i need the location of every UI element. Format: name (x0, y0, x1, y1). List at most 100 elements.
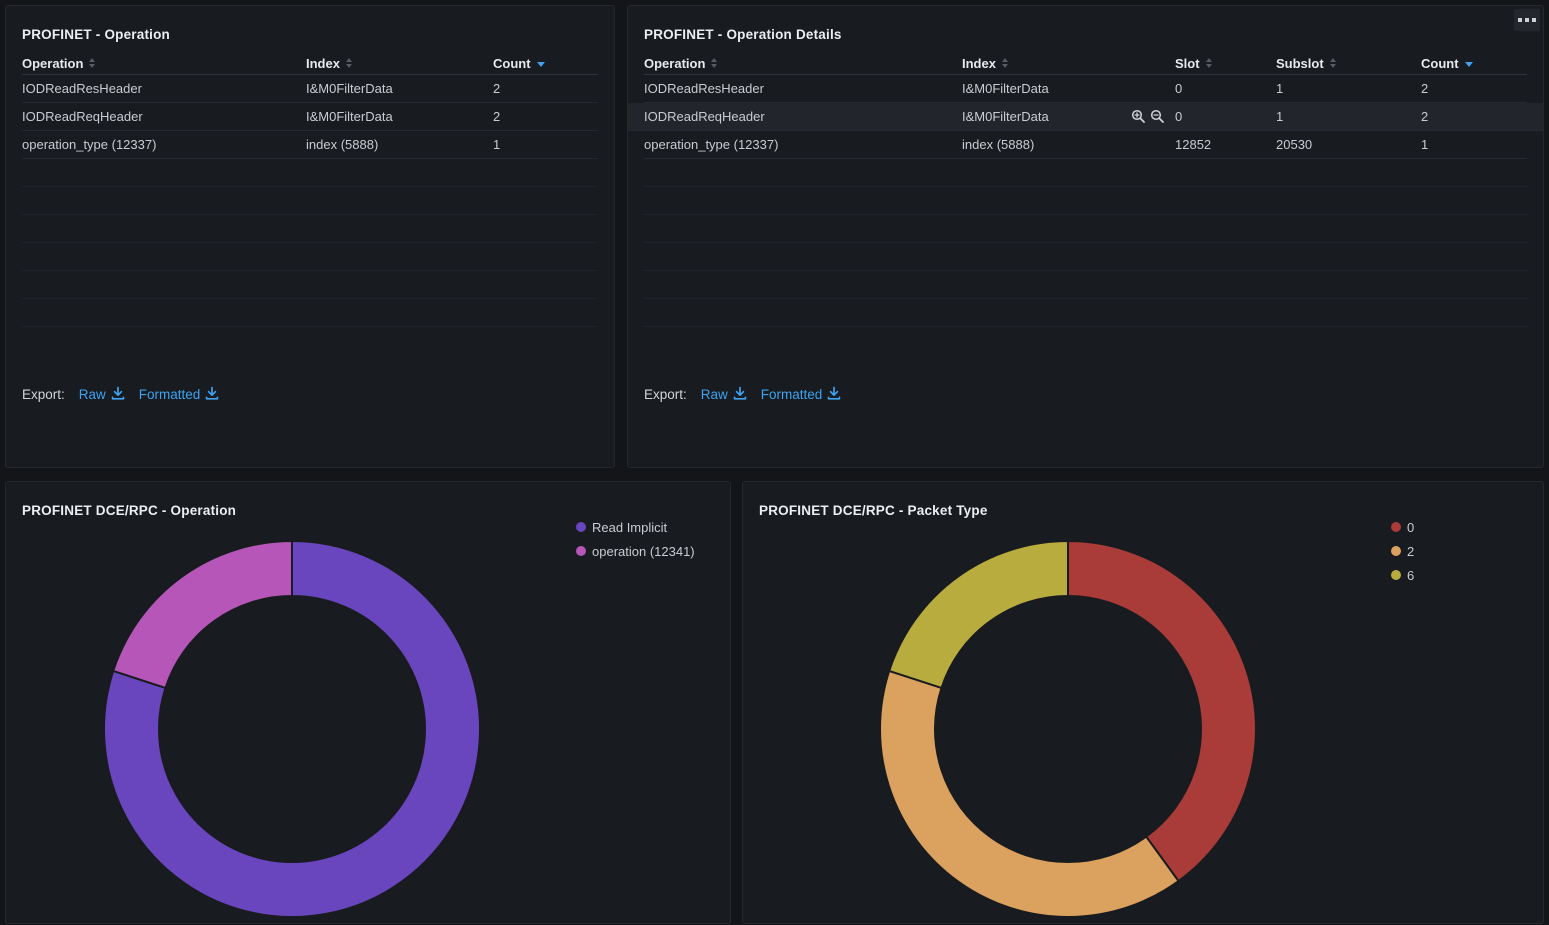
empty-table-row (644, 299, 1527, 327)
legend-item[interactable]: Read Implicit (576, 518, 695, 536)
export-label: Export: (22, 387, 65, 402)
table-cell: 12852 (1175, 137, 1276, 152)
table-cell: 2 (493, 81, 598, 96)
table-cell: I&M0FilterData (306, 109, 493, 124)
export-raw-link[interactable]: Raw (79, 386, 125, 403)
table-cell: 1 (1276, 109, 1421, 124)
legend-color-dot (576, 522, 586, 532)
chart-legend: 0 2 6 (1391, 518, 1414, 584)
download-icon (111, 386, 125, 403)
panel-title: PROFINET - Operation (22, 27, 170, 42)
empty-table-row (22, 243, 598, 271)
column-header-subslot[interactable]: Subslot (1276, 56, 1421, 71)
panel-menu-icon (1518, 18, 1522, 22)
export-raw-link[interactable]: Raw (701, 386, 747, 403)
table-cell: 1 (1276, 81, 1421, 96)
empty-table-row (22, 271, 598, 299)
table-body: IODReadResHeaderI&M0FilterData012IODRead… (644, 75, 1527, 327)
panel-title: PROFINET - Operation Details (644, 27, 842, 42)
download-icon (827, 386, 841, 403)
donut-segment-operation-12341-[interactable] (113, 541, 292, 688)
table-cell: index (5888) (306, 137, 493, 152)
panel-profinet-operation: PROFINET - Operation OperationIndex Count… (5, 5, 615, 468)
legend-item[interactable]: 0 (1391, 518, 1414, 536)
table-cell: 1 (1421, 137, 1527, 152)
table-cell: 2 (493, 109, 598, 124)
empty-table-row (22, 215, 598, 243)
table-row[interactable]: IODReadReqHeaderI&M0FilterData2 (22, 103, 598, 131)
table-header-row: OperationIndex SlotSubslotCount (644, 52, 1527, 75)
export-formatted-link[interactable]: Formatted (139, 386, 220, 403)
column-label: Count (493, 56, 531, 71)
column-label: Index (306, 56, 340, 71)
table-cell: 0 (1175, 81, 1276, 96)
table-body: IODReadResHeaderI&M0FilterData2IODReadRe… (22, 75, 598, 327)
donut-segment-0[interactable] (1068, 541, 1256, 881)
legend-item[interactable]: 6 (1391, 566, 1414, 584)
panel-menu-icon (1532, 18, 1536, 22)
legend-color-dot (576, 546, 586, 556)
table-cell: I&M0FilterData (306, 81, 493, 96)
column-header-slot[interactable]: Slot (1175, 56, 1276, 71)
chart-legend: Read Implicit operation (12341) (576, 518, 695, 560)
table-cell: IODReadResHeader (644, 81, 962, 96)
table-cell: 20530 (1276, 137, 1421, 152)
column-header-count[interactable]: Count (493, 56, 598, 71)
donut-chart-packet-type (743, 482, 1545, 925)
sort-desc-icon (537, 62, 545, 67)
panel-profinet-operation-details: PROFINET - Operation Details OperationIn… (627, 5, 1544, 468)
sort-carets-icon (1002, 58, 1008, 68)
legend-item[interactable]: 2 (1391, 542, 1414, 560)
table-cell: IODReadReqHeader (644, 109, 962, 124)
legend-item[interactable]: operation (12341) (576, 542, 695, 560)
legend-color-dot (1391, 546, 1401, 556)
sort-desc-icon (1465, 62, 1473, 67)
table-cell: index (5888) (962, 137, 1175, 152)
column-header-count[interactable]: Count (1421, 56, 1527, 71)
column-header-operation[interactable]: Operation (22, 56, 306, 71)
empty-table-row (22, 187, 598, 215)
panel-dcerpc-packet-type: PROFINET DCE/RPC - Packet Type 026 (742, 481, 1544, 924)
export-bar: Export: Raw Formatted (22, 386, 219, 403)
table-row[interactable]: IODReadResHeaderI&M0FilterData2 (22, 75, 598, 103)
export-label: Export: (644, 387, 687, 402)
legend-label: operation (12341) (592, 544, 695, 559)
column-label: Index (962, 56, 996, 71)
table-cell: IODReadResHeader (22, 81, 306, 96)
panel-menu-button[interactable] (1514, 9, 1540, 31)
download-icon (205, 386, 219, 403)
download-icon (733, 386, 747, 403)
legend-label: 0 (1407, 520, 1414, 535)
table-cell: 0 (1175, 109, 1276, 124)
table-cell: 2 (1421, 109, 1527, 124)
legend-label: 6 (1407, 568, 1414, 583)
table-row[interactable]: IODReadResHeaderI&M0FilterData012 (644, 75, 1527, 103)
table-cell: 1 (493, 137, 598, 152)
sort-carets-icon (1330, 58, 1336, 68)
empty-table-row (644, 215, 1527, 243)
legend-color-dot (1391, 522, 1401, 532)
operation-details-table: OperationIndex SlotSubslotCount IODReadRe… (644, 52, 1527, 327)
empty-table-row (644, 159, 1527, 187)
empty-table-row (644, 271, 1527, 299)
table-row[interactable]: IODReadReqHeaderI&M0FilterData012 (628, 103, 1543, 131)
panel-menu-icon (1525, 18, 1529, 22)
export-formatted-link[interactable]: Formatted (761, 386, 842, 403)
zoom-out-icon[interactable] (1150, 109, 1165, 124)
operation-table: OperationIndex Count IODReadResHeaderI&M0… (22, 52, 598, 327)
table-row[interactable]: operation_type (12337)index (5888)1 (22, 131, 598, 159)
legend-label: Read Implicit (592, 520, 667, 535)
column-header-operation[interactable]: Operation (644, 56, 962, 71)
table-cell: I&M0FilterData (962, 109, 1175, 124)
table-cell: operation_type (12337) (644, 137, 962, 152)
donut-segment-2[interactable] (880, 671, 1179, 917)
column-header-index[interactable]: Index (306, 56, 493, 71)
column-header-index[interactable]: Index (962, 56, 1175, 71)
sort-carets-icon (1206, 58, 1212, 68)
legend-color-dot (1391, 570, 1401, 580)
empty-table-row (644, 187, 1527, 215)
table-row[interactable]: operation_type (12337)index (5888)128522… (644, 131, 1527, 159)
empty-table-row (22, 159, 598, 187)
zoom-in-icon[interactable] (1131, 109, 1146, 124)
donut-segment-6[interactable] (889, 541, 1068, 688)
